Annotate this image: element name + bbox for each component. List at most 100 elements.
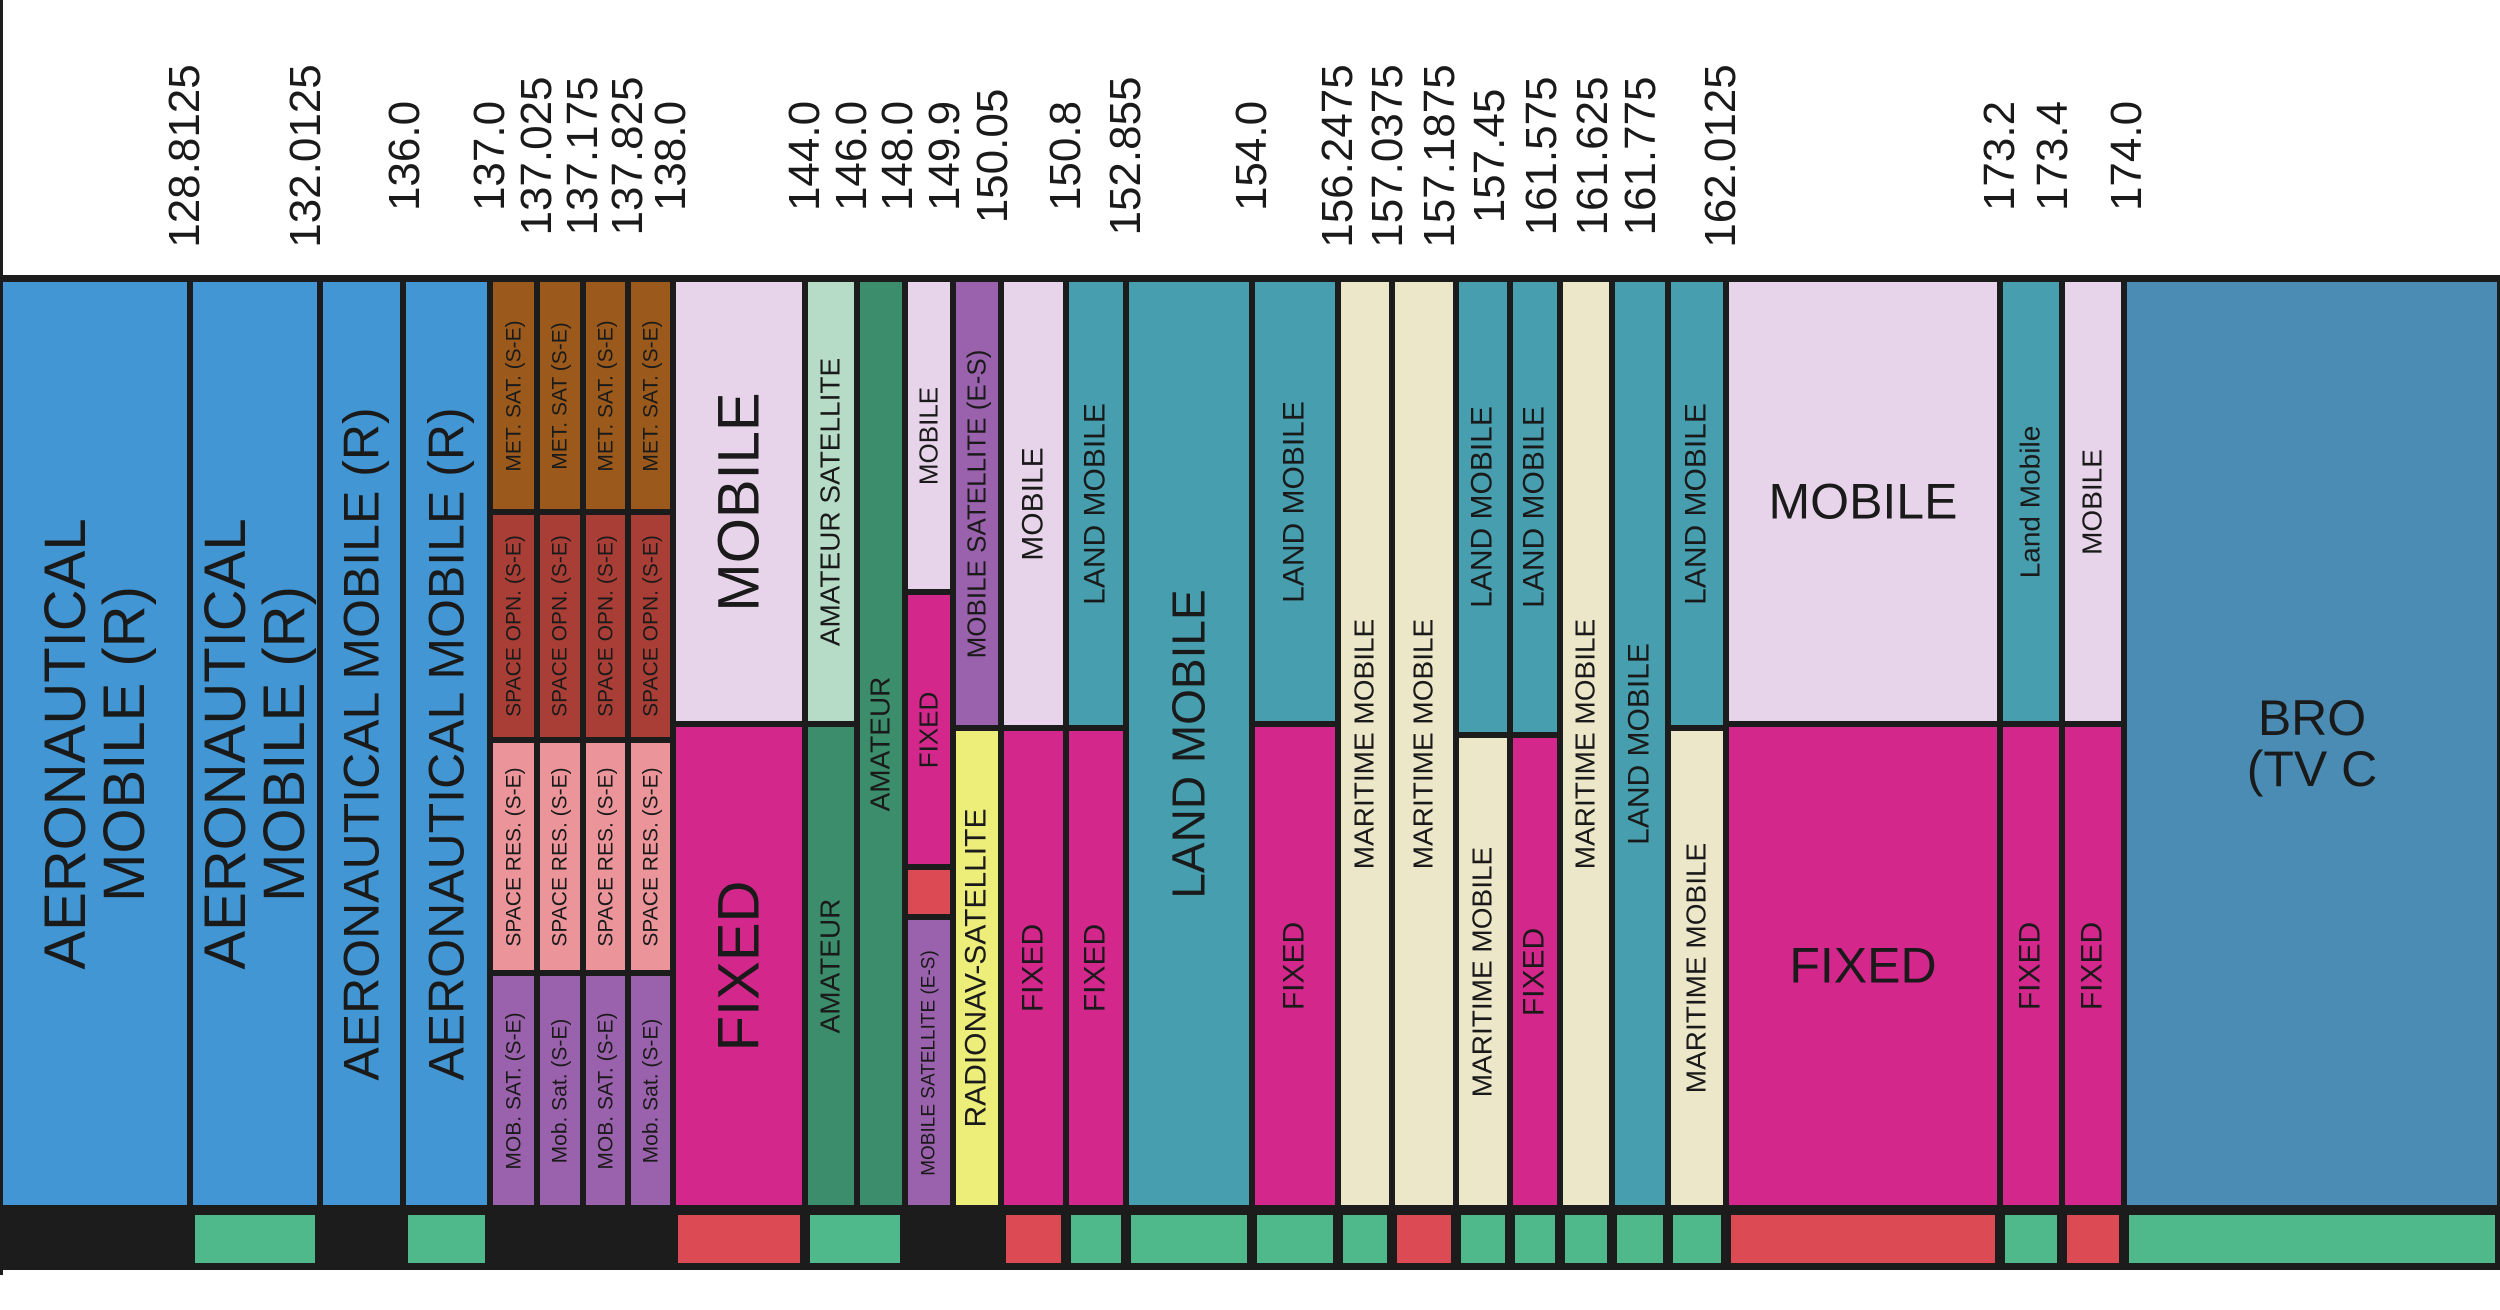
band-mobile-sat-es-1-label: MOBILE SATELLITE (E-S) xyxy=(918,949,940,1176)
space-opn-4: SPACE OPN. (S-E) xyxy=(628,512,673,740)
frequency-value: 157.1875 xyxy=(1415,63,1464,248)
band-maritime-161b-label: MARITIME MOBILE xyxy=(1680,842,1712,1094)
band-land-mobile-161b-label: LAND MOBILE xyxy=(1679,402,1713,605)
band-land-mobile-150-label: LAND MOBILE xyxy=(1078,402,1112,605)
space-opn-2: SPACE OPN. (S-E) xyxy=(537,512,583,740)
band-fixed-162: FIXED xyxy=(1726,724,2000,1208)
band-land-mobile-152-label: LAND MOBILE xyxy=(1162,588,1215,899)
band-radionav-sat: RADIONAV-SATELLITE xyxy=(953,728,1001,1208)
band-mobile-sat-es-1: MOBILE SATELLITE (E-S) xyxy=(905,917,953,1208)
frequency-value: 161.575 xyxy=(1517,75,1566,236)
space-opn-2-label: SPACE OPN. (S-E) xyxy=(548,535,572,717)
met-sat-3-label: MET. SAT. (S-E) xyxy=(593,319,617,472)
band-radionav-sat-label: RADIONAV-SATELLITE xyxy=(959,808,993,1128)
band-fixed-148: FIXED xyxy=(905,592,953,867)
band-mobile-173b: MOBILE xyxy=(2062,279,2124,724)
band-fixed-157-label: FIXED xyxy=(1517,927,1551,1016)
frequency-value: 156.2475 xyxy=(1313,63,1362,248)
frequency-value: 173.4 xyxy=(2028,100,2077,211)
band-land-mobile-150: LAND MOBILE xyxy=(1066,279,1126,728)
band-aero-mobile-r-1: AERONAUTICAL MOBILE (R) xyxy=(0,279,190,1208)
band-amateur-146: AMATEUR xyxy=(805,724,857,1208)
band-fixed-150: FIXED xyxy=(1001,728,1066,1208)
band-fixed-173-label: FIXED xyxy=(2013,921,2047,1011)
frequency-label: 157.0375 xyxy=(1358,58,1418,253)
band-maritime-156-label: MARITIME MOBILE xyxy=(1348,618,1380,869)
band-land-mobile-161-label: LAND MOBILE xyxy=(1622,642,1656,845)
met-sat-2: MET. SAT (S-E) xyxy=(537,279,583,512)
band-fixed-173: FIXED xyxy=(2000,724,2062,1208)
band-fixed-154-label: FIXED xyxy=(1277,921,1311,1011)
frequency-label: 128.8125 xyxy=(155,58,215,253)
band-maritime-157b-label: MARITIME MOBILE xyxy=(1466,846,1498,1097)
status-cell xyxy=(1563,1213,1609,1265)
band-land-mobile-154: LAND MOBILE xyxy=(1252,279,1338,724)
band-mobile-150-label: MOBILE xyxy=(1016,446,1050,561)
band-aero-mobile-r-4: AERONAUTICAL MOBILE (R) xyxy=(403,279,490,1208)
band-fixed-152: FIXED xyxy=(1066,728,1126,1208)
band-amateur-146-label: AMATEUR xyxy=(814,898,846,1034)
band-aero-mobile-r-2: AERONAUTICAL MOBILE (R) xyxy=(190,279,320,1208)
status-cell xyxy=(1671,1213,1723,1265)
mob-sat-1: MOB. SAT. (S-E) xyxy=(490,973,537,1208)
band-mobile-173b-label: MOBILE xyxy=(2076,448,2108,555)
band-broadcasting-label: BRO (TV C xyxy=(2246,689,2378,797)
band-land-mobile-173: Land Mobile xyxy=(2000,279,2062,724)
band-maritime-161b: MARITIME MOBILE xyxy=(1668,728,1726,1208)
band-land-mobile-157a-label: LAND MOBILE xyxy=(1465,406,1499,608)
space-res-2: SPACE RES. (S-E) xyxy=(537,740,583,973)
chart-top-border xyxy=(0,275,2500,279)
band-fixed-162-label: FIXED xyxy=(1789,937,1937,994)
mob-sat-3: MOB. SAT. (S-E) xyxy=(583,973,628,1208)
status-cell xyxy=(1255,1213,1335,1265)
band-maritime-161-label: MARITIME MOBILE xyxy=(1569,618,1601,869)
frequency-label: 173.2 xyxy=(1970,58,2030,253)
status-cell xyxy=(1395,1213,1453,1265)
met-sat-4: MET. SAT. (S-E) xyxy=(628,279,673,512)
band-land-mobile-157c-label: LAND MOBILE xyxy=(1517,406,1551,608)
band-fixed-154: FIXED xyxy=(1252,724,1338,1208)
band-mobile-148: MOBILE xyxy=(905,279,953,592)
frequency-value: 150.8 xyxy=(1041,100,1090,211)
band-maritime-157b: MARITIME MOBILE xyxy=(1456,735,1510,1208)
frequency-label: 157.45 xyxy=(1460,58,1520,253)
band-fixed-138-label: FIXED xyxy=(706,880,772,1052)
met-sat-4-label: MET. SAT. (S-E) xyxy=(638,319,662,472)
band-land-mobile-154-label: LAND MOBILE xyxy=(1277,400,1311,603)
frequency-value: 162.0125 xyxy=(1696,63,1745,248)
frequency-value: 161.775 xyxy=(1616,75,1665,236)
band-maritime-161: MARITIME MOBILE xyxy=(1560,279,1612,1208)
status-cell xyxy=(1729,1213,1997,1265)
band-fixed-150-label: FIXED xyxy=(1016,923,1050,1013)
status-cell xyxy=(2127,1213,2497,1265)
space-res-2-label: SPACE RES. (S-E) xyxy=(548,766,572,947)
band-mobile-138-label: MOBILE xyxy=(706,391,772,612)
status-cell xyxy=(1341,1213,1389,1265)
frequency-label: 138.0 xyxy=(641,58,701,253)
band-land-mobile-157c: LAND MOBILE xyxy=(1510,279,1560,735)
frequency-label: 173.4 xyxy=(2023,58,2083,253)
band-amateur-satellite-label: AMATEUR SATELLITE xyxy=(814,357,846,646)
status-cell xyxy=(1459,1213,1507,1265)
band-mobile-sat-es-2: MOBILE SATELLITE (E-S) xyxy=(953,279,1001,728)
status-cell xyxy=(406,1213,487,1265)
frequency-value: 150.05 xyxy=(968,88,1017,223)
band-land-mobile-161: LAND MOBILE xyxy=(1612,279,1668,1208)
frequency-label: 161.775 xyxy=(1611,58,1671,253)
met-sat-3: MET. SAT. (S-E) xyxy=(583,279,628,512)
frequency-value: 136.0 xyxy=(380,100,429,211)
status-cell xyxy=(3,1213,187,1265)
space-opn-4-label: SPACE OPN. (S-E) xyxy=(638,535,662,717)
mob-sat-1-label: MOB. SAT. (S-E) xyxy=(501,1011,525,1170)
space-opn-3-label: SPACE OPN. (S-E) xyxy=(593,535,617,717)
mob-sat-4-label: Mob. Sat. (S-E) xyxy=(638,1018,662,1163)
band-aero-mobile-r-1-label: AERONAUTICAL MOBILE (R) xyxy=(32,517,157,970)
frequency-label: 152.855 xyxy=(1096,58,1156,253)
band-fixed-152-label: FIXED xyxy=(1078,923,1112,1013)
status-cell xyxy=(908,1213,998,1265)
space-res-1: SPACE RES. (S-E) xyxy=(490,740,537,973)
space-res-1-label: SPACE RES. (S-E) xyxy=(501,766,525,947)
space-res-3-label: SPACE RES. (S-E) xyxy=(593,766,617,947)
status-cell xyxy=(2003,1213,2059,1265)
